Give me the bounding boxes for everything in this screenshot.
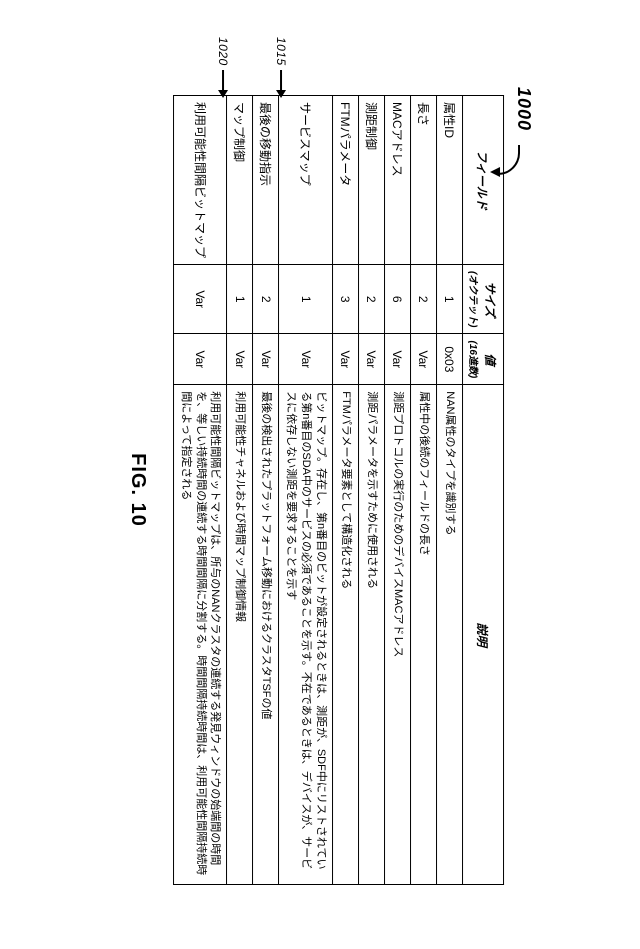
callout-1015-text: 1015 bbox=[274, 37, 288, 66]
header-value-sub: (16進数) bbox=[467, 340, 482, 378]
cell-description: 測距プロトコルの実行のためのデバイスMACアドレス bbox=[385, 384, 411, 884]
cell-value: Var bbox=[173, 333, 227, 384]
cell-field: MACアドレス bbox=[385, 95, 411, 264]
figure-caption: FIG. 10 bbox=[126, 95, 149, 885]
cell-size: 1 bbox=[227, 264, 253, 333]
table-row: 属性ID10x03NAN属性のタイプを識別する bbox=[437, 95, 463, 884]
header-field-text: フィールド bbox=[476, 150, 490, 210]
figure-caption-text: FIG. 10 bbox=[127, 453, 149, 527]
cell-size: 3 bbox=[333, 264, 359, 333]
figure-main-reference: 1000 bbox=[513, 87, 534, 131]
table-row: FTMパラメータ3VarFTMパラメータ要素として構造化される bbox=[333, 95, 359, 884]
cell-description: ビットマップ。存在し、第n番目のビットが設定されるときは、測距が、SDF中にリス… bbox=[279, 384, 333, 884]
cell-size: 2 bbox=[411, 264, 437, 333]
cell-field: 利用可能性間隔ビットマップ bbox=[173, 95, 227, 264]
cell-size: 6 bbox=[385, 264, 411, 333]
table-header-row: フィールド サイズ (オクテット) 値 (16進数) 説明 bbox=[463, 95, 504, 884]
header-size-text: サイズ bbox=[483, 281, 497, 317]
callout-1020: 1020 bbox=[216, 37, 230, 96]
cell-field: サービスマップ bbox=[279, 95, 333, 264]
cell-field: 最後の移動指示 bbox=[253, 95, 279, 264]
table-body: 属性ID10x03NAN属性のタイプを識別する長さ2Var属性中の後続のフィール… bbox=[173, 95, 462, 884]
cell-value: Var bbox=[385, 333, 411, 384]
figure-diagram: 1000 1015 1020 フィールド サイズ (オクテット) bbox=[96, 35, 544, 915]
cell-value: 0x03 bbox=[437, 333, 463, 384]
leader-line-icon bbox=[280, 69, 282, 95]
table-row: 長さ2Var属性中の後続のフィールドの長さ bbox=[411, 95, 437, 884]
col-header-size: サイズ (オクテット) bbox=[463, 264, 504, 333]
cell-value: Var bbox=[227, 333, 253, 384]
header-desc-text: 説明 bbox=[476, 622, 490, 646]
cell-value: Var bbox=[359, 333, 385, 384]
leader-line-icon bbox=[222, 69, 224, 95]
table-row: 測距制御2Var測距パラメータを示すために使用される bbox=[359, 95, 385, 884]
table-row: 最後の移動指示2Var最後の検出されたプラットフォーム移動におけるクラスタTSF… bbox=[253, 95, 279, 884]
cell-value: Var bbox=[279, 333, 333, 384]
cell-value: Var bbox=[411, 333, 437, 384]
table-row: MACアドレス6Var測距プロトコルの実行のためのデバイスMACアドレス bbox=[385, 95, 411, 884]
cell-value: Var bbox=[253, 333, 279, 384]
callout-1015: 1015 bbox=[274, 37, 288, 96]
table-row: マップ制御1Var利用可能性チャネルおよび時間マップ制御情報 bbox=[227, 95, 253, 884]
cell-description: 利用可能性間隔ビットマップは、所与のNANクラスタの連続する発見ウィンドウの始端… bbox=[173, 384, 227, 884]
header-size-sub: (オクテット) bbox=[467, 271, 482, 327]
cell-description: 最後の検出されたプラットフォーム移動におけるクラスタTSFの値 bbox=[253, 384, 279, 884]
cell-description: FTMパラメータ要素として構造化される bbox=[333, 384, 359, 884]
cell-field: 長さ bbox=[411, 95, 437, 264]
table-row: サービスマップ1Varビットマップ。存在し、第n番目のビットが設定されるときは、… bbox=[279, 95, 333, 884]
col-header-field: フィールド bbox=[463, 95, 504, 264]
ref-main-text: 1000 bbox=[514, 87, 534, 131]
cell-size: 1 bbox=[279, 264, 333, 333]
header-value-text: 値 bbox=[483, 353, 497, 365]
cell-description: 利用可能性チャネルおよび時間マップ制御情報 bbox=[227, 384, 253, 884]
cell-description: 属性中の後続のフィールドの長さ bbox=[411, 384, 437, 884]
callout-1020-text: 1020 bbox=[216, 37, 230, 66]
cell-description: NAN属性のタイプを識別する bbox=[437, 384, 463, 884]
attribute-spec-table: フィールド サイズ (オクテット) 値 (16進数) 説明 属性ID10x03N… bbox=[173, 95, 504, 885]
curved-arrow-icon bbox=[498, 145, 520, 175]
cell-value: Var bbox=[333, 333, 359, 384]
cell-field: マップ制御 bbox=[227, 95, 253, 264]
col-header-desc: 説明 bbox=[463, 384, 504, 884]
cell-description: 測距パラメータを示すために使用される bbox=[359, 384, 385, 884]
rotated-stage: 1000 1015 1020 フィールド サイズ (オクテット) bbox=[96, 35, 544, 915]
cell-field: 測距制御 bbox=[359, 95, 385, 264]
cell-field: 属性ID bbox=[437, 95, 463, 264]
cell-size: 2 bbox=[253, 264, 279, 333]
cell-size: 1 bbox=[437, 264, 463, 333]
cell-size: Var bbox=[173, 264, 227, 333]
table-row: 利用可能性間隔ビットマップVarVar利用可能性間隔ビットマップは、所与のNAN… bbox=[173, 95, 227, 884]
table-header: フィールド サイズ (オクテット) 値 (16進数) 説明 bbox=[463, 95, 504, 884]
cell-size: 2 bbox=[359, 264, 385, 333]
col-header-value: 値 (16進数) bbox=[463, 333, 504, 384]
cell-field: FTMパラメータ bbox=[333, 95, 359, 264]
